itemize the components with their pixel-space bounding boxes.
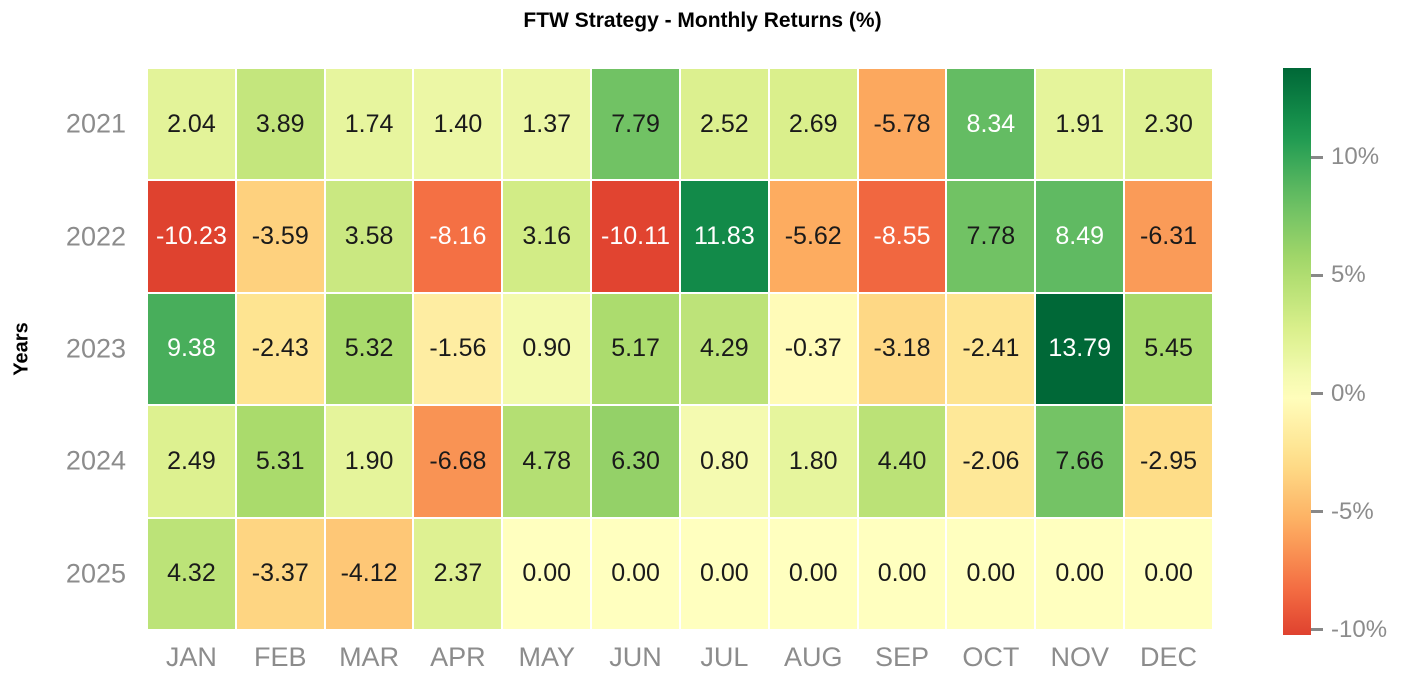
heatmap-cell-2022-AUG: -5.62	[769, 181, 857, 292]
heatmap-cell-2024-OCT: -2.06	[947, 406, 1035, 517]
heatmap-cell-2024-APR: -6.68	[414, 406, 502, 517]
heatmap-cell-2021-JUN: 7.79	[592, 69, 679, 180]
heatmap-cell-2023-DEC: 5.45	[1125, 293, 1212, 405]
x-tick-label-SEP: SEP	[875, 642, 930, 672]
x-tick-label-JUN: JUN	[609, 642, 662, 672]
heatmap-cell-2024-NOV: 7.66	[1036, 406, 1124, 517]
heatmap-cell-2022-NOV: 8.49	[1036, 181, 1124, 292]
colorbar-tick-label-0%: 0%	[1331, 379, 1366, 407]
heatmap-cell-2025-APR: 2.37	[414, 518, 502, 629]
heatmap-cell-2024-FEB: 5.31	[236, 406, 324, 517]
y-tick-label-2023: 2023	[65, 333, 126, 364]
heatmap-cell-2023-JUL: 4.29	[680, 293, 768, 405]
heatmap-cell-2023-SEP: -3.18	[858, 293, 946, 405]
heatmap-cell-2025-SEP: 0.00	[858, 518, 946, 629]
colorbar-tick-label-10%: 10%	[1331, 143, 1380, 171]
heatmap-cell-2021-JAN: 2.04	[148, 69, 235, 180]
heatmap-cell-2023-APR: -1.56	[414, 293, 502, 405]
x-tick-label-MAR: MAR	[339, 642, 400, 672]
heatmap-cell-2021-AUG: 2.69	[769, 69, 857, 180]
heatmap-cell-2024-DEC: -2.95	[1125, 406, 1212, 517]
heatmap-cell-2022-MAR: 3.58	[325, 181, 413, 292]
heatmap-cell-2021-OCT: 8.34	[947, 69, 1035, 180]
heatmap-cell-2023-OCT: -2.41	[947, 293, 1035, 405]
y-tick-label-2022: 2022	[65, 221, 126, 252]
x-tick-label-DEC: DEC	[1140, 642, 1198, 672]
heatmap-cell-2025-AUG: 0.00	[769, 518, 857, 629]
x-tick-label-NOV: NOV	[1050, 642, 1109, 672]
y-tick-label-2024: 2024	[65, 445, 126, 476]
heatmap-cell-2023-JAN: 9.38	[148, 293, 235, 405]
colorbar-tick-mark--5%	[1311, 510, 1323, 514]
heatmap-cell-2023-AUG: -0.37	[769, 293, 857, 405]
heatmap-cell-2024-SEP: 4.40	[858, 406, 946, 517]
heatmap-cell-2025-JUN: 0.00	[592, 518, 679, 629]
heatmap-cell-2025-MAY: 0.00	[503, 518, 591, 629]
heatmap-cell-2022-JUL: 11.83	[680, 181, 768, 292]
colorbar	[1283, 68, 1311, 635]
heatmap-cell-2023-FEB: -2.43	[236, 293, 324, 405]
heatmap-cell-2024-JUL: 0.80	[680, 406, 768, 517]
heatmap-cell-2021-APR: 1.40	[414, 69, 502, 180]
colorbar-tick-mark-0%	[1311, 392, 1323, 396]
heatmap-cell-2024-MAR: 1.90	[325, 406, 413, 517]
heatmap-cell-2023-NOV: 13.79	[1036, 293, 1124, 405]
x-tick-label-JUL: JUL	[700, 642, 749, 672]
colorbar-tick-mark-5%	[1311, 273, 1323, 277]
x-tick-label-FEB: FEB	[253, 642, 307, 672]
heatmap-cell-2021-MAR: 1.74	[325, 69, 413, 180]
x-tick-label-JAN: JAN	[165, 642, 217, 672]
colorbar-tick-label-5%: 5%	[1331, 261, 1366, 289]
heatmap-cell-2024-JUN: 6.30	[592, 406, 679, 517]
x-tick-label-AUG: AUG	[783, 642, 843, 672]
heatmap-cell-2022-DEC: -6.31	[1125, 181, 1212, 292]
heatmap-cell-2025-JUL: 0.00	[680, 518, 768, 629]
heatmap-cell-2025-JAN: 4.32	[148, 518, 235, 629]
colorbar-tick-mark--10%	[1311, 628, 1323, 632]
x-tick-label-OCT: OCT	[962, 642, 1020, 672]
heatmap-cell-2025-NOV: 0.00	[1036, 518, 1124, 629]
heatmap-cell-2022-SEP: -8.55	[858, 181, 946, 292]
heatmap-cell-2022-MAY: 3.16	[503, 181, 591, 292]
heatmap-cell-2021-MAY: 1.37	[503, 69, 591, 180]
x-tick-label-MAY: MAY	[518, 642, 575, 672]
heatmap-cell-2025-FEB: -3.37	[236, 518, 324, 629]
heatmap-cell-2022-APR: -8.16	[414, 181, 502, 292]
colorbar-tick-mark-10%	[1311, 155, 1323, 159]
heatmap-cell-2024-MAY: 4.78	[503, 406, 591, 517]
heatmap-cell-2021-DEC: 2.30	[1125, 69, 1212, 180]
y-tick-label-2021: 2021	[65, 108, 126, 139]
heatmap-cell-2021-JUL: 2.52	[680, 69, 768, 180]
heatmap-cell-2022-OCT: 7.78	[947, 181, 1035, 292]
heatmap-cell-2024-AUG: 1.80	[769, 406, 857, 517]
colorbar-tick-label--10%: -10%	[1331, 615, 1388, 643]
heatmap-cell-2023-JUN: 5.17	[592, 293, 679, 405]
y-tick-label-2025: 2025	[65, 558, 126, 589]
heatmap-cell-2022-JAN: -10.23	[148, 181, 235, 292]
heatmap-cell-2022-FEB: -3.59	[236, 181, 324, 292]
heatmap-cell-2025-MAR: -4.12	[325, 518, 413, 629]
chart-title: FTW Strategy - Monthly Returns (%)	[523, 9, 882, 32]
heatmap-cell-2021-NOV: 1.91	[1036, 69, 1124, 180]
heatmap-cell-2023-MAY: 0.90	[503, 293, 591, 405]
heatmap-cell-2021-SEP: -5.78	[858, 69, 946, 180]
heatmap-cell-2024-JAN: 2.49	[148, 406, 235, 517]
heatmap-cell-2022-JUN: -10.11	[592, 181, 679, 292]
x-tick-label-APR: APR	[430, 642, 486, 672]
heatmap-cell-2025-OCT: 0.00	[947, 518, 1035, 629]
heatmap-cell-2025-DEC: 0.00	[1125, 518, 1212, 629]
colorbar-tick-label--5%: -5%	[1331, 497, 1374, 525]
heatmap-cell-2023-MAR: 5.32	[325, 293, 413, 405]
heatmap-cell-2021-FEB: 3.89	[236, 69, 324, 180]
